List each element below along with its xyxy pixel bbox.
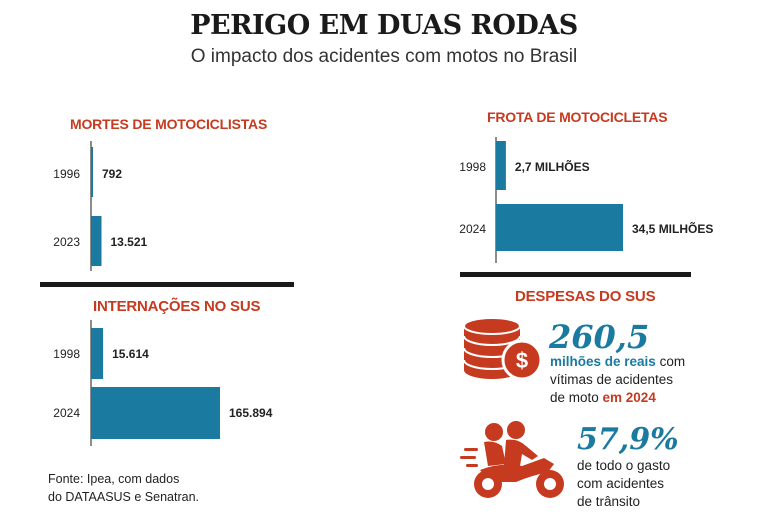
data-label: 13.521 xyxy=(111,235,148,249)
chart-internacoes: 1998 15.614 2024 165.894 xyxy=(53,320,273,446)
category-label: 1998 xyxy=(53,347,80,361)
stat-desc-line: milhões de reais com xyxy=(550,353,750,371)
bar xyxy=(91,328,104,379)
category-label: 1996 xyxy=(53,167,80,181)
text: com xyxy=(655,354,686,369)
stat-desc-line: de todo o gasto xyxy=(577,458,671,473)
chart-title-mortes: MORTES DE MOTOCICLISTAS xyxy=(70,116,268,132)
source-line: do DATAASUS e Senatran. xyxy=(48,490,200,504)
bar xyxy=(496,141,506,190)
stat-value-260: 260,5 xyxy=(549,318,650,356)
stat-desc-line: com acidentes xyxy=(577,476,665,491)
chart-title-frota: FROTA DE MOTOCICLETAS xyxy=(487,109,668,125)
highlight-text: milhões de reais xyxy=(550,354,656,369)
category-label: 2023 xyxy=(53,235,80,249)
source-note: Fonte: Ipea, com dados do DATAASUS e Sen… xyxy=(48,470,199,506)
source-line: Fonte: Ipea, com dados xyxy=(48,472,180,486)
divider-right xyxy=(460,272,691,277)
data-label: 2,7 MILHÕES xyxy=(515,159,590,174)
stat-desc-1: milhões de reais com vítimas de acidente… xyxy=(550,353,750,407)
svg-text:$: $ xyxy=(516,348,528,373)
bar xyxy=(91,216,102,266)
page-title: PERIGO EM DUAS RODAS xyxy=(190,10,578,41)
data-label: 792 xyxy=(102,167,122,181)
text: de moto xyxy=(550,390,603,405)
stat-desc-line: de moto em 2024 xyxy=(550,389,750,407)
data-label: 15.614 xyxy=(112,347,149,361)
motorcycle-riders-icon xyxy=(460,421,564,498)
bar xyxy=(496,204,623,251)
stat-value-579: 57,9% xyxy=(577,422,679,457)
data-label: 165.894 xyxy=(229,406,273,420)
page-subtitle: O impacto dos acidentes com motos no Bra… xyxy=(190,46,578,67)
bar xyxy=(91,387,220,439)
category-label: 2024 xyxy=(53,406,80,420)
coins-dollar-icon: $ xyxy=(463,318,543,381)
stat-desc-2: de todo o gasto com acidentes de trânsit… xyxy=(577,457,757,511)
stat-desc-line: de trânsito xyxy=(577,494,641,509)
highlight-text: em 2024 xyxy=(602,390,656,405)
category-label: 1998 xyxy=(459,160,486,174)
category-label: 2024 xyxy=(459,222,486,236)
chart-frota: 1998 2,7 MILHÕES 2024 34,5 MILHÕES xyxy=(459,137,713,263)
chart-title-internacoes: INTERNAÇÕES NO SUS xyxy=(93,298,261,315)
data-label: 34,5 MILHÕES xyxy=(632,221,713,236)
section-title-despesas: DESPESAS DO SUS xyxy=(515,288,656,305)
chart-mortes: 1996 792 2023 13.521 xyxy=(53,141,148,271)
divider-left xyxy=(40,282,294,287)
stat-desc-line: vítimas de acidentes xyxy=(550,372,674,387)
bar xyxy=(91,147,93,197)
